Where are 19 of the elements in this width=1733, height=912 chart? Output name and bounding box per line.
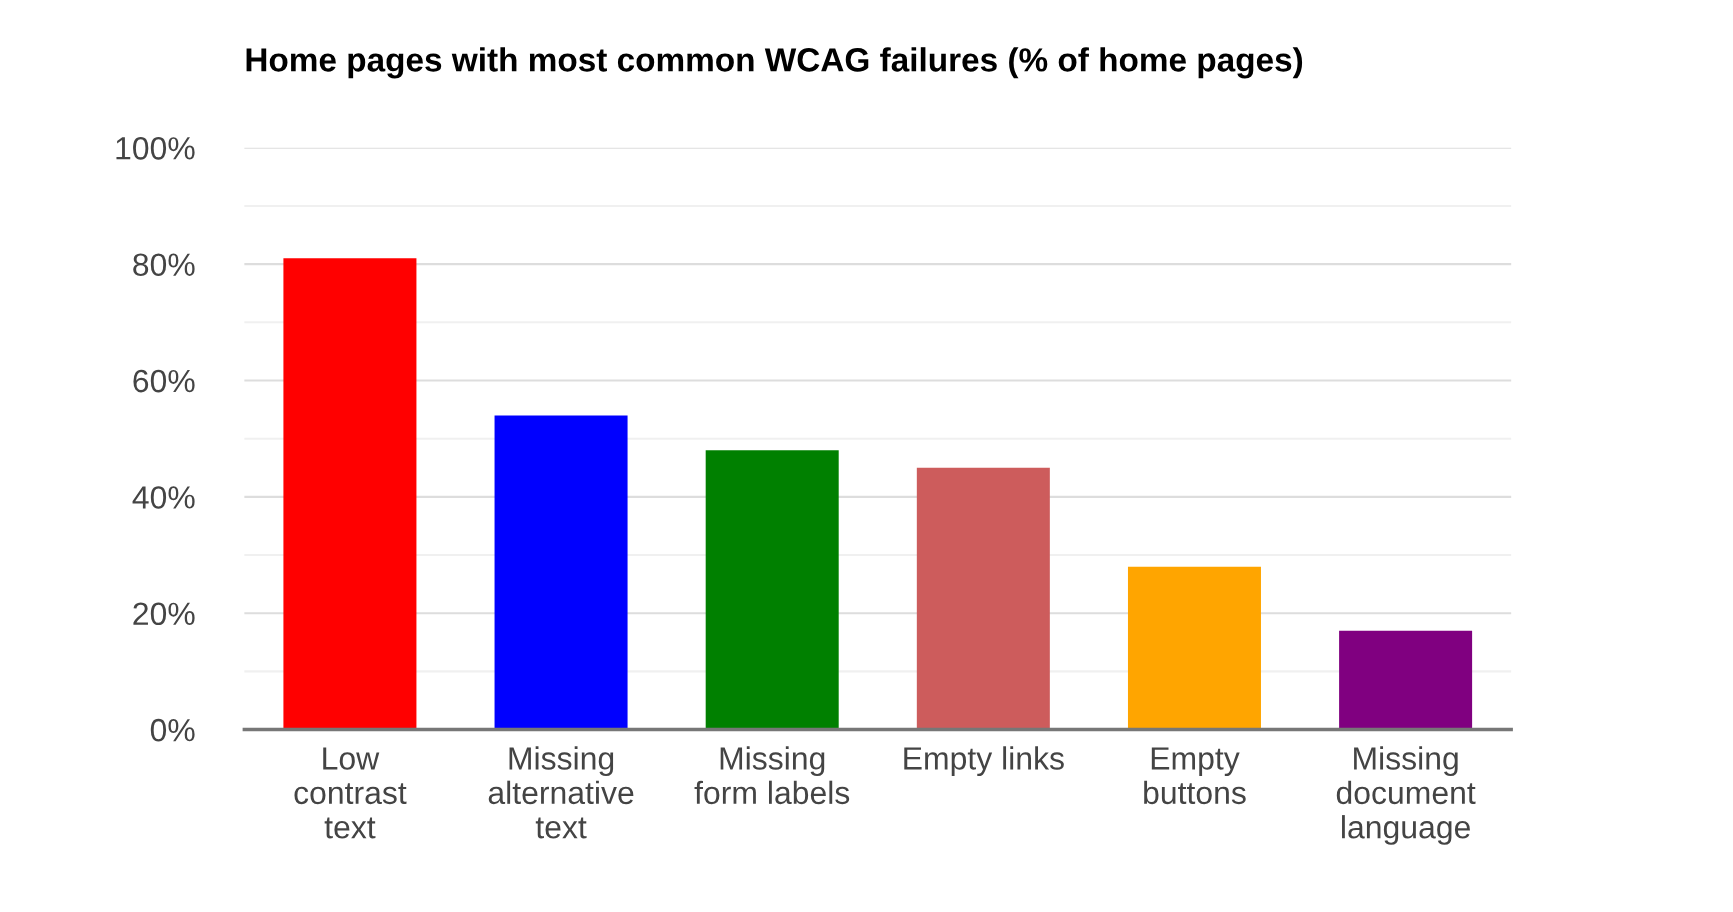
x-tick-label: Missing alternative text [488,746,634,839]
bar [1339,630,1473,730]
x-tick-label: Empty links [904,746,1064,777]
bar [916,467,1050,730]
chart-title: Home pages with most common WCAG failures (% of home pages) [246,47,1303,79]
x-tick-label: Empty buttons [1144,747,1246,805]
bar [283,258,417,730]
y-tick-label: 20% [133,602,195,626]
x-tick-label: Missing document language [1336,746,1476,845]
bar [1127,566,1261,730]
y-tick-label: 0% [150,718,195,742]
y-tick-label: 80% [133,253,195,276]
x-tick-label: Missing form labels [694,746,850,805]
bar [705,450,839,730]
y-tick-label: 40% [132,486,195,509]
bar [494,415,628,730]
y-tick-label: 60% [133,369,195,393]
y-tick-label: 100% [116,137,195,160]
x-tick-label: Low contrast text [294,747,407,839]
